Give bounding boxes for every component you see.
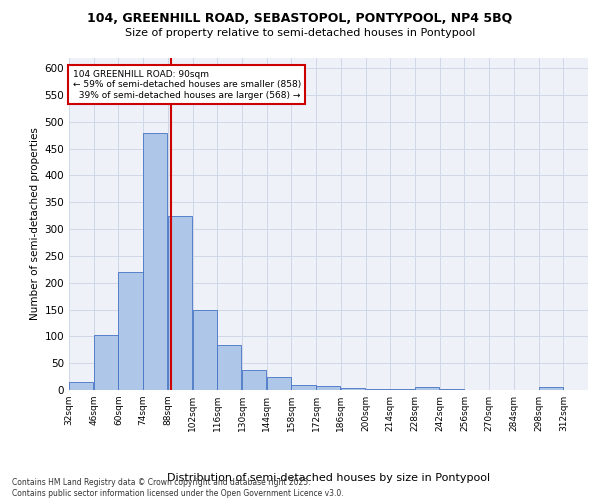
Bar — [341, 388, 365, 390]
Text: 104, GREENHILL ROAD, SEBASTOPOL, PONTYPOOL, NP4 5BQ: 104, GREENHILL ROAD, SEBASTOPOL, PONTYPO… — [88, 12, 512, 26]
Bar — [365, 389, 390, 390]
Bar — [143, 132, 167, 390]
Text: 104 GREENHILL ROAD: 90sqm
← 59% of semi-detached houses are smaller (858)
  39% : 104 GREENHILL ROAD: 90sqm ← 59% of semi-… — [73, 70, 301, 100]
Bar — [118, 272, 143, 390]
Bar — [242, 370, 266, 390]
Bar — [292, 384, 316, 390]
X-axis label: Distribution of semi-detached houses by size in Pontypool: Distribution of semi-detached houses by … — [167, 473, 490, 483]
Y-axis label: Number of semi-detached properties: Number of semi-detached properties — [30, 128, 40, 320]
Bar — [193, 310, 217, 390]
Bar — [94, 335, 118, 390]
Bar — [69, 382, 93, 390]
Text: Size of property relative to semi-detached houses in Pontypool: Size of property relative to semi-detach… — [125, 28, 475, 38]
Bar — [415, 388, 439, 390]
Bar — [539, 388, 563, 390]
Bar — [168, 216, 192, 390]
Bar — [267, 376, 291, 390]
Bar — [316, 386, 340, 390]
Bar — [217, 346, 241, 390]
Text: Contains HM Land Registry data © Crown copyright and database right 2025.
Contai: Contains HM Land Registry data © Crown c… — [12, 478, 344, 498]
